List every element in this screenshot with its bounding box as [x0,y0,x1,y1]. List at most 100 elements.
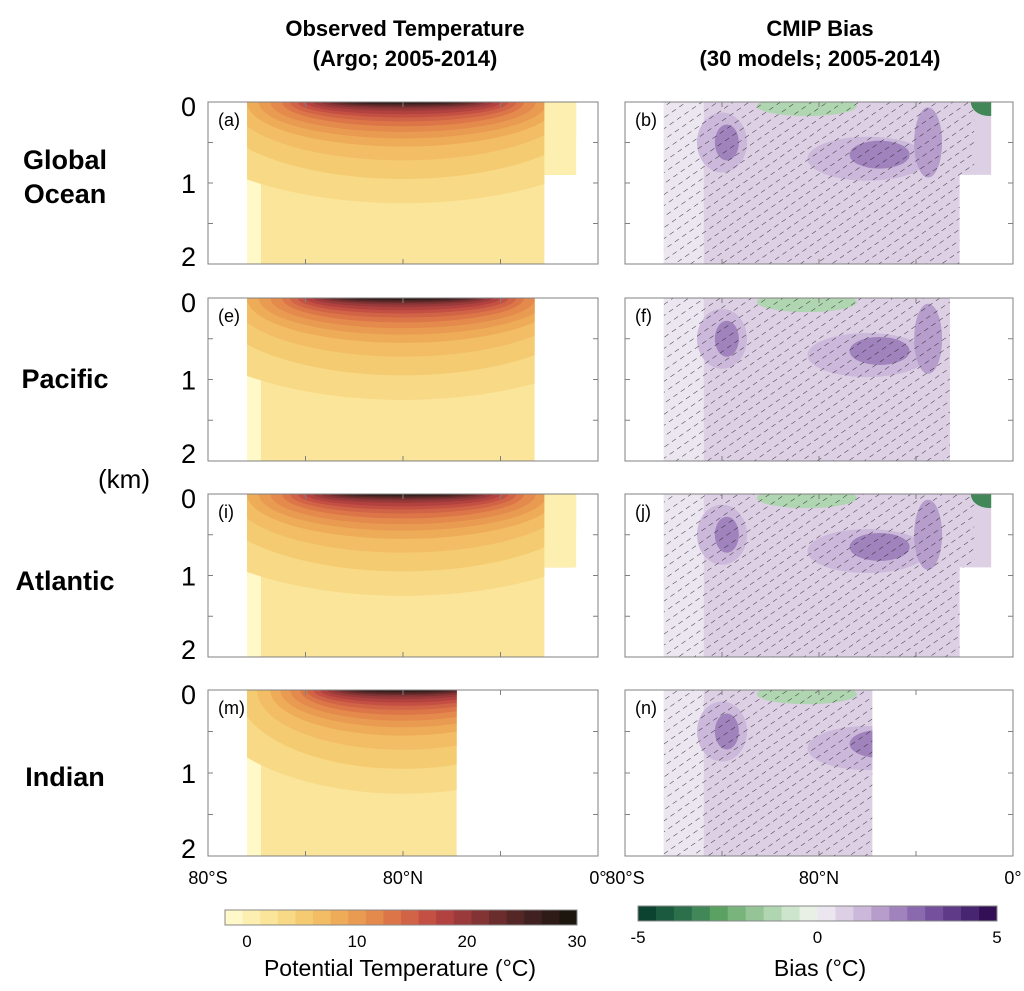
panel-m: (m) 0 1 2 [181,680,599,864]
colorbar-swatch [871,906,890,921]
title-line: Observed Temperature [285,16,525,41]
significance-hatching [663,690,873,856]
panel-f: (f) [624,297,1014,462]
x-tick-label: 80°N [799,868,839,888]
colorbar-swatch [763,906,783,921]
field-contours [663,298,950,461]
depth-axis-label: (km) [98,464,150,494]
colorbar-swatch [907,906,926,921]
contour-level [352,494,454,496]
colorbar-swatch [225,910,244,925]
row-label-indian: Indian [0,760,130,794]
y-tick-label: 2 [181,834,196,864]
panel-label: (i) [218,502,234,522]
significance-hatching [663,102,975,264]
colorbar-tick-label: 30 [568,932,587,951]
colorbar-temperature: 0 10 20 30 [224,909,587,951]
significance-hatching [663,494,975,657]
colorbar-swatch [260,910,279,925]
colorbar-swatch [745,906,765,921]
colorbar-label-bias: Bias (°C) [773,955,867,981]
colorbar-swatch [348,910,367,925]
colorbar-swatch [401,910,420,925]
colorbar-swatch [453,910,472,925]
colorbar-swatch [709,906,729,921]
colorbar-swatch [330,910,349,925]
colorbar-swatch [979,906,998,921]
column-title-observed: Observed Temperature (Argo; 2005-2014) [230,14,580,74]
colorbar-tick-label: 0 [813,928,822,947]
colorbar-swatch [524,910,543,925]
colorbar-swatch [673,906,693,921]
field-contours [663,102,992,264]
contour-level [914,697,942,767]
contour-level [544,494,577,568]
y-tick-label: 0 [181,288,196,318]
x-tick-label: 0° [589,868,606,888]
contour-level [352,102,454,104]
colorbar-swatch [817,906,836,921]
row-label-global: Global Ocean [0,143,130,211]
row-label-line: Global [22,145,107,175]
row-label-line: Indian [25,762,105,792]
y-tick-label: 0 [181,92,196,122]
colorbar-tick-label: 5 [992,928,1001,947]
title-line: (30 models; 2005-2014) [699,46,941,71]
colorbar-swatch [506,910,525,925]
row-label-line: Ocean [23,179,107,209]
colorbar-swatch [541,910,560,925]
panel-label: (e) [218,306,240,326]
colorbar-swatch [853,906,872,921]
colorbar-tick-label: 20 [458,932,477,951]
y-tick-label: 1 [181,169,196,199]
colorbar-swatch [799,906,818,921]
colorbar-frame [637,905,998,922]
y-tick-label: 2 [181,635,196,665]
field-contours [247,102,577,264]
y-tick-label: 2 [181,439,196,469]
colorbar-swatch [889,906,908,921]
panel-e: (e) 0 1 2 [181,288,599,469]
y-tick-label: 1 [181,759,196,789]
colorbar-tick-label: 0 [242,932,251,951]
panel-label: (f) [635,306,652,326]
colorbar-tick-label: -5 [630,928,645,947]
colorbar-swatch [691,906,711,921]
panel-label: (b) [635,110,657,130]
contour-level [970,494,992,508]
colorbar-frame [224,909,578,926]
panel-label: (a) [218,110,240,130]
colorbar-bias: -5 0 5 [630,905,1002,947]
colorbar-swatch [489,910,508,925]
column-title-bias: CMIP Bias (30 models; 2005-2014) [640,14,1000,74]
contour-level [352,298,454,300]
colorbar-swatch [471,910,490,925]
y-tick-label: 2 [181,242,196,272]
panel-b: (b) [624,101,1014,265]
field-contours [663,494,992,657]
colorbar-swatch [365,910,384,925]
colorbar-swatch [727,906,747,921]
colorbar-label-temperature: Potential Temperature (°C) [263,955,537,981]
x-tick-label: 80°S [605,868,644,888]
colorbar-swatch [418,910,437,925]
panel-i: (i) 0 1 2 [181,484,599,665]
y-tick-label: 1 [181,366,196,396]
panel-a: (a) 0 1 2 [181,92,599,272]
colorbar-swatch [383,910,402,925]
panel-label: (m) [218,698,245,718]
contour-level [970,102,992,116]
y-tick-label: 0 [181,484,196,514]
colorbar-swatch [295,910,314,925]
panel-label: (j) [635,502,651,522]
panel-j: (j) [624,493,1014,658]
significance-hatching [663,298,950,461]
row-label-line: Atlantic [15,566,115,596]
y-tick-label: 0 [181,680,196,710]
x-tick-label: 0° [1004,868,1021,888]
colorbar-swatch [943,906,962,921]
row-label-line: Pacific [21,364,109,394]
colorbar-swatch [655,906,675,921]
colorbar-swatch [436,910,455,925]
colorbar-swatch [638,906,657,921]
